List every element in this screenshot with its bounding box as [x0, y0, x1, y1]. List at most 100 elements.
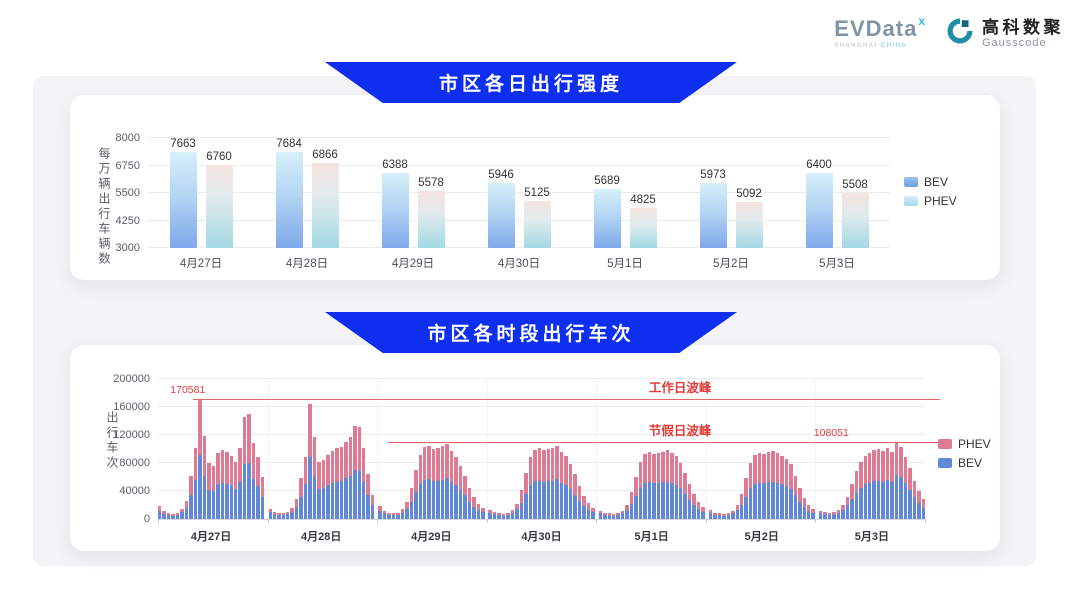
x-axis-tick	[267, 519, 269, 523]
hour-bar	[652, 453, 656, 519]
chart1-bar-column: 5508	[841, 138, 869, 248]
bar-segment-phev	[620, 510, 625, 514]
bar-segment-bev	[771, 481, 775, 519]
hour-bar	[370, 494, 375, 519]
bar-segment-phev	[908, 467, 912, 490]
hour-bar	[564, 456, 568, 519]
hour-bar	[789, 464, 793, 519]
chart2-day-group: 4月29日	[378, 379, 485, 543]
hour-bar	[559, 451, 564, 519]
gausscode-icon	[945, 16, 975, 51]
legend-item: PHEV	[938, 437, 991, 451]
bar-segment-bev	[744, 496, 748, 519]
chart1-bar-column: 5092	[735, 138, 763, 248]
bar-segment-bev	[242, 463, 247, 519]
x-axis-label: 4月27日	[190, 531, 232, 543]
bar-segment-bev	[260, 496, 265, 519]
hour-bar	[917, 491, 921, 519]
bar-segment-bev	[753, 483, 757, 519]
hour-bar	[229, 456, 233, 519]
hour-bar	[802, 498, 807, 519]
bar-phev	[841, 192, 869, 248]
bar-segment-phev	[701, 507, 705, 513]
bar-segment-phev	[811, 509, 815, 514]
bar-segment-phev	[497, 513, 501, 516]
bar-segment-bev	[890, 481, 894, 519]
hour-bar	[903, 457, 908, 519]
bar-segment-phev	[418, 454, 422, 484]
gridline	[158, 518, 925, 519]
bar-segment-bev	[762, 483, 766, 519]
hour-bar	[238, 448, 242, 519]
hour-bar	[859, 461, 863, 519]
hour-bar	[735, 505, 739, 519]
hour-bar	[665, 450, 670, 519]
bar-segment-bev	[290, 511, 294, 519]
bar-segment-phev	[542, 450, 546, 482]
bar-segment-phev	[726, 513, 731, 516]
bar-segment-bev	[726, 515, 731, 519]
hour-bar	[330, 451, 335, 519]
bar-segment-phev	[679, 463, 683, 489]
hour-bar	[625, 505, 629, 519]
hour-bar	[506, 512, 510, 519]
bar-segment-bev	[506, 514, 510, 519]
bar-segment-phev	[528, 457, 533, 486]
bar-segment-phev	[625, 505, 629, 510]
bar-segment-phev	[225, 452, 229, 484]
bar-segment-bev	[731, 513, 735, 519]
bar-segment-phev	[611, 514, 616, 516]
hour-bar	[207, 462, 211, 519]
bar-segment-bev	[692, 505, 696, 519]
bar-segment-phev	[414, 470, 418, 493]
bar-segment-bev	[603, 514, 607, 519]
bar-segment-bev	[917, 502, 921, 519]
hour-bar	[717, 513, 722, 519]
bar-segment-bev	[876, 480, 881, 519]
bar-bev	[487, 183, 515, 248]
chart1-bar-column: 5578	[417, 138, 445, 248]
bar-segment-bev	[481, 512, 485, 519]
hour-bar	[841, 505, 845, 519]
hour-bar	[400, 509, 405, 519]
hour-bar	[431, 449, 436, 519]
bar-value-label: 6388	[382, 159, 408, 172]
bar-segment-bev	[722, 515, 726, 519]
bar-segment-phev	[735, 505, 739, 510]
hour-bar	[537, 448, 542, 519]
bar-segment-bev	[431, 481, 436, 519]
hour-bar	[679, 463, 683, 519]
bar-segment-phev	[546, 449, 550, 481]
hour-bar	[281, 513, 286, 519]
hour-bar	[378, 506, 382, 519]
bar-value-label: 6866	[312, 148, 338, 161]
hour-bar	[357, 427, 361, 519]
bar-segment-phev	[387, 512, 391, 515]
gridline	[148, 247, 890, 248]
hour-bar	[175, 512, 180, 519]
bar-segment-bev	[207, 489, 211, 519]
x-axis-label: 4月30日	[497, 258, 541, 270]
chart1-bar-column: 6866	[311, 138, 339, 248]
bar-segment-bev	[638, 487, 643, 519]
hour-bar	[687, 484, 692, 519]
bar-segment-phev	[845, 496, 850, 505]
hour-bar	[158, 506, 162, 519]
bar-segment-bev	[366, 494, 370, 519]
bar-segment-bev	[277, 515, 281, 519]
bar-segment-bev	[647, 482, 652, 519]
bar-segment-phev	[488, 509, 492, 514]
bar-segment-bev	[225, 483, 229, 519]
hour-bar	[780, 456, 784, 519]
bar-segment-bev	[674, 484, 678, 519]
bar-segment-phev	[731, 510, 735, 514]
bar-segment-phev	[294, 499, 299, 508]
bar-segment-bev	[162, 513, 166, 519]
bar-segment-bev	[357, 470, 361, 519]
bar-segment-phev	[771, 451, 775, 482]
bar-segment-bev	[528, 485, 533, 519]
hour-bar	[303, 456, 308, 519]
bar-segment-bev	[582, 506, 586, 519]
hour-bar	[872, 450, 876, 519]
bar-segment-bev	[405, 508, 409, 519]
